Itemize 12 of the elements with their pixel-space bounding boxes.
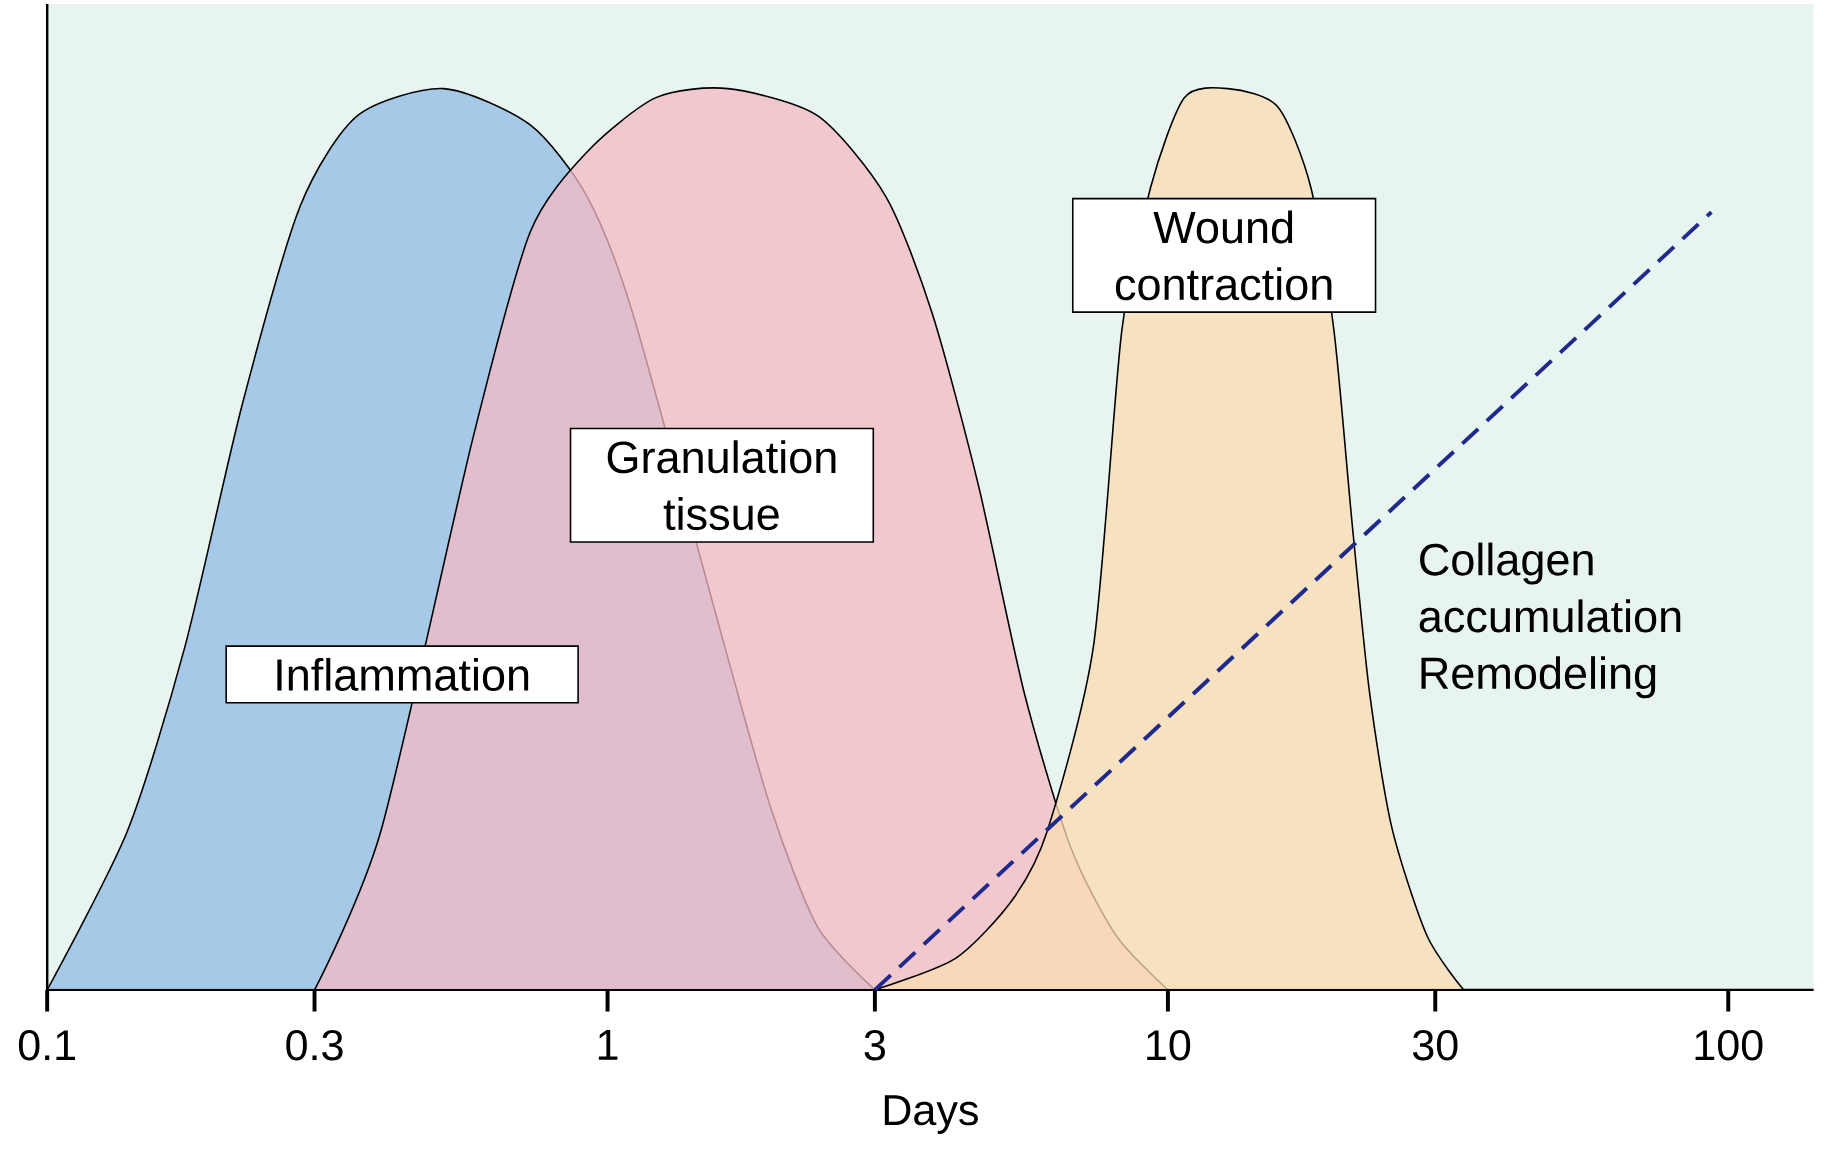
annotation: Wound contraction: [1115, 210, 1332, 301]
x-tick-label: 0.3: [286, 1030, 343, 1061]
annotation: Collagen accumulation Remodeling: [1419, 542, 1681, 699]
x-tick-label: 10: [1147, 1030, 1191, 1061]
annotation: Inflammation: [277, 658, 529, 692]
x-tick-label: 3: [864, 1030, 885, 1061]
x-tick-label: 100: [1695, 1030, 1763, 1061]
x-tick-label: 1: [598, 1030, 618, 1060]
x-tick-label: 0.1: [18, 1030, 76, 1061]
annotation: Granulation tissue: [607, 440, 836, 531]
x-tick-label: 30: [1412, 1030, 1458, 1061]
x-axis-title: Days: [884, 1095, 978, 1135]
